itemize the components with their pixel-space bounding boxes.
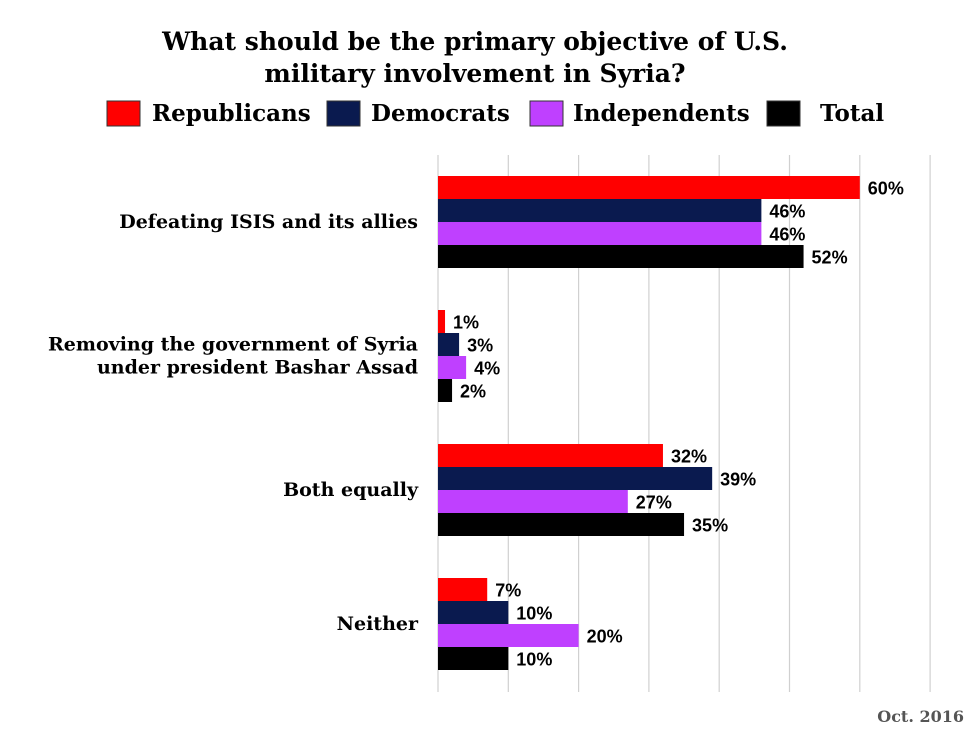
bar [438,601,509,624]
category-label: Removing the government of Syria [48,334,418,356]
chart-legend: Republicans Democrats Independents Total [106,100,884,127]
legend-label: Democrats [371,100,510,127]
bar-value-label: 10% [516,650,552,670]
chart-bars [438,176,860,670]
bar [438,199,762,222]
bar-value-label: 27% [636,493,672,513]
chart-title-line: What should be the primary objective of … [161,27,788,56]
chart-title-line: military involvement in Syria? [264,59,685,88]
bar [438,647,509,670]
bar [438,513,685,536]
bar-value-label: 46% [769,225,805,245]
bar [438,490,628,513]
category-label: Neither [337,613,419,635]
bar [438,245,804,268]
bar-value-label: 4% [474,359,500,379]
bar-value-label: 2% [460,382,486,402]
bar-value-label: 35% [692,516,728,536]
legend-swatch [529,100,564,127]
bar-value-label: 39% [720,470,756,490]
bar-value-label: 46% [769,202,805,222]
legend-label: Independents [573,100,750,127]
bar-value-label: 20% [587,627,623,647]
bar-value-label: 3% [467,336,493,356]
bar [438,176,860,199]
bar [438,444,663,467]
chart-category-labels: Defeating ISIS and its allies Removing th… [48,211,419,635]
bar-value-label: 1% [453,313,479,333]
bar [438,222,762,245]
bar-value-label: 32% [671,447,707,467]
legend-swatch [106,100,141,127]
bar-value-label: 7% [495,581,521,601]
legend-label: Republicans [152,100,311,127]
bar [438,379,453,402]
bar [438,578,488,601]
bar [438,333,460,356]
bar [438,356,467,379]
legend-swatch [766,100,801,127]
chart-title: What should be the primary objective of … [161,27,788,88]
category-label: under president Bashar Assad [97,357,418,379]
legend-swatch [326,100,361,127]
bar-value-label: 10% [516,604,552,624]
bar-value-label: 60% [868,179,904,199]
bar [438,310,446,333]
category-label: Both equally [283,479,419,501]
footnote-date: Oct. 2016 [877,707,964,726]
legend-label: Total [820,100,884,127]
bar [438,467,713,490]
category-label: Defeating ISIS and its allies [119,211,418,233]
bar [438,624,579,647]
bar-value-label: 52% [812,248,848,268]
chart-data-labels: 60% 46% 46% 52% 1% 3% 4% 2% 32% 39% 27% 35% 7% 10% 20%… [453,179,904,670]
